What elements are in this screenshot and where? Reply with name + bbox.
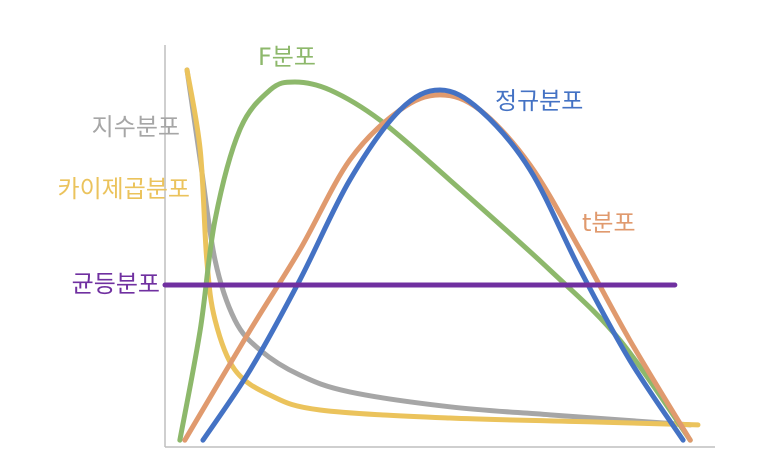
- distribution-curve: [184, 67, 693, 428]
- distribution-curve: [182, 92, 693, 443]
- distribution-curve: [184, 67, 701, 428]
- series-label: 균등분포: [72, 270, 160, 298]
- series-label: 정규분포: [495, 87, 583, 115]
- distribution-curve: [177, 79, 693, 443]
- series-label: 지수분포: [92, 113, 180, 141]
- distribution-curve: [200, 87, 686, 443]
- series-label: F분포: [258, 43, 316, 71]
- series-label: t분포: [582, 209, 636, 237]
- series-label: 카이제곱분포: [58, 175, 190, 203]
